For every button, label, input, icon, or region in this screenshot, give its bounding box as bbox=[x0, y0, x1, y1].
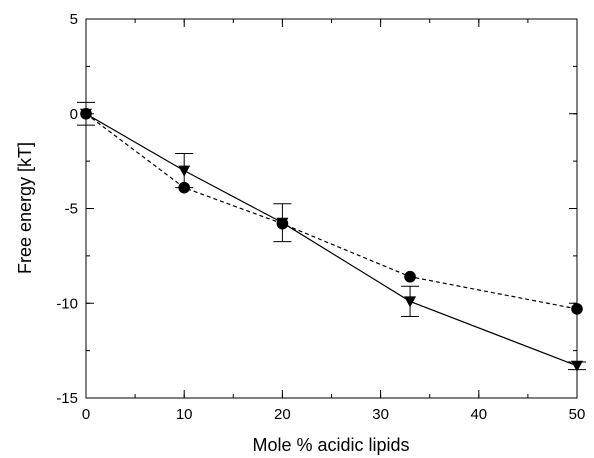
series-layer bbox=[77, 101, 586, 372]
x-tick-labels: 0 10 20 30 40 50 bbox=[82, 406, 586, 423]
data-point-triangle bbox=[404, 296, 417, 308]
major-ticks bbox=[85, 18, 578, 399]
plot-frame bbox=[85, 18, 578, 399]
data-point-circle bbox=[276, 217, 289, 230]
minor-ticks bbox=[85, 18, 578, 399]
y-tick-label: -10 bbox=[56, 295, 78, 312]
x-tick-label: 50 bbox=[569, 406, 586, 423]
x-tick-label: 0 bbox=[82, 406, 90, 423]
data-point-circle bbox=[178, 181, 190, 194]
y-tick-label: 5 bbox=[70, 11, 78, 28]
y-tick-label: -15 bbox=[56, 390, 78, 407]
x-tick-label: 30 bbox=[372, 406, 389, 423]
x-tick-label: 10 bbox=[176, 406, 193, 423]
y-axis-label: Free energy [kT] bbox=[15, 142, 35, 274]
y-tick-label: 0 bbox=[70, 106, 78, 123]
y-tick-label: -5 bbox=[65, 201, 78, 218]
data-point-triangle bbox=[178, 165, 191, 177]
data-point-circle bbox=[404, 270, 416, 283]
series-line-1 bbox=[85, 113, 578, 367]
x-tick-label: 40 bbox=[470, 406, 487, 423]
x-axis-label: Mole % acidic lipids bbox=[252, 435, 409, 455]
series-line-2 bbox=[85, 113, 578, 310]
y-tick-labels: 5 0 -5 -10 -15 bbox=[56, 11, 78, 407]
x-tick-label: 20 bbox=[274, 406, 291, 423]
